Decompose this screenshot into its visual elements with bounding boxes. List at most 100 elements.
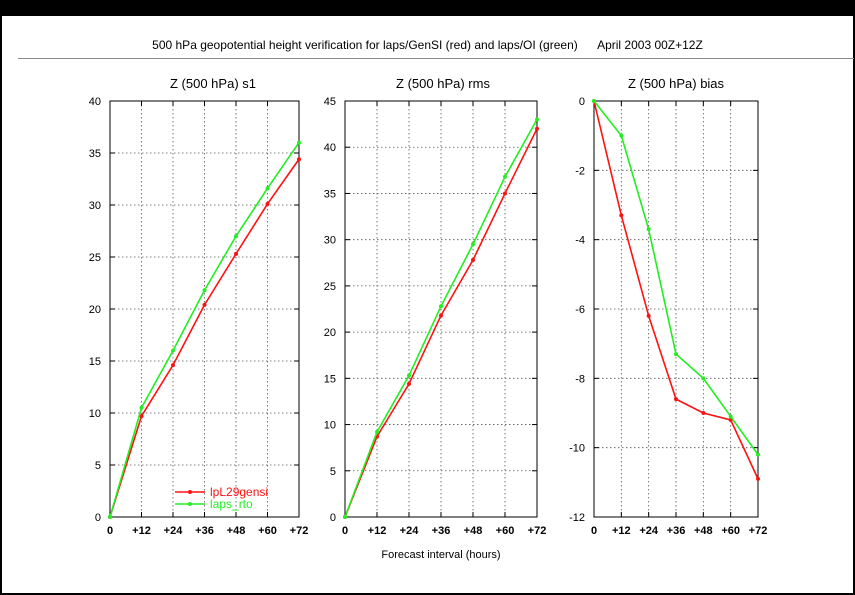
y-tick-label: -12 — [569, 512, 585, 524]
legend-marker — [188, 502, 192, 506]
legend-label: lpL29gensi — [210, 485, 268, 499]
data-point — [139, 405, 144, 410]
data-point — [646, 227, 651, 232]
x-tick-label: +72 — [290, 525, 309, 537]
x-tick-label: +36 — [195, 525, 214, 537]
y-tick-label: 0 — [579, 96, 585, 108]
x-tick-label: 0 — [107, 525, 113, 537]
data-point — [756, 476, 760, 481]
data-point — [234, 234, 238, 239]
data-point — [674, 397, 678, 402]
x-tick-label: 0 — [342, 525, 348, 537]
chart-title: Z (500 hPa) bias — [628, 76, 725, 91]
x-tick-label: +72 — [749, 525, 768, 537]
data-point — [439, 313, 443, 318]
data-point — [728, 414, 733, 419]
top-bar — [0, 0, 855, 16]
x-tick-label: +36 — [432, 525, 451, 537]
data-point — [592, 99, 596, 103]
data-point — [471, 258, 475, 263]
x-tick-label: +12 — [612, 525, 631, 537]
data-point — [701, 411, 706, 415]
data-point — [503, 174, 507, 179]
y-tick-label: 25 — [89, 252, 101, 264]
legend-marker — [188, 490, 192, 494]
data-point — [202, 288, 207, 293]
y-tick-label: 5 — [330, 466, 336, 478]
y-tick-label: 40 — [89, 96, 101, 108]
chart-panel-2: Z (500 hPa) bias -12 -10 -8 -6 -4 -2 0 0 +12 +24 +3… — [569, 76, 767, 537]
y-tick-label: -6 — [575, 304, 585, 316]
data-point — [407, 381, 411, 386]
x-tick-label: +48 — [694, 525, 713, 537]
chart-title: Z (500 hPa) rms — [396, 76, 490, 91]
x-tick-label: +36 — [667, 525, 686, 537]
y-tick-label: 15 — [324, 373, 336, 385]
x-tick-label: +60 — [496, 525, 515, 537]
chart-panel-1: Z (500 hPa) rms 0 5 10 15 20 25 30 35 40 45 0 +12 +24… — [324, 76, 547, 537]
y-tick-label: -2 — [575, 165, 585, 177]
chart-title: Z (500 hPa) s1 — [170, 76, 256, 91]
x-tick-label: +24 — [639, 525, 659, 537]
data-point — [535, 126, 539, 131]
data-point — [297, 157, 301, 162]
data-point — [646, 313, 651, 318]
x-tick-label: +48 — [464, 525, 483, 537]
x-axis-label: Forecast interval (hours) — [381, 549, 500, 561]
data-point — [139, 414, 144, 419]
data-point — [407, 373, 411, 378]
data-point — [265, 186, 270, 191]
x-tick-label: +72 — [528, 525, 547, 537]
data-point — [471, 242, 475, 247]
y-tick-label: 0 — [95, 512, 101, 524]
y-tick-label: 35 — [89, 148, 101, 160]
data-point — [439, 304, 443, 309]
x-tick-label: +12 — [132, 525, 151, 537]
y-tick-label: -4 — [575, 235, 585, 247]
y-tick-label: 0 — [330, 512, 336, 524]
data-point — [108, 515, 112, 519]
y-tick-label: 5 — [95, 460, 101, 472]
x-tick-label: +12 — [368, 525, 387, 537]
legend-label: laps_rto — [210, 497, 253, 511]
y-tick-label: 45 — [324, 96, 336, 108]
x-tick-label: +60 — [258, 525, 277, 537]
data-point — [503, 191, 507, 196]
y-tick-label: 20 — [89, 304, 101, 316]
x-tick-label: +24 — [400, 525, 420, 537]
x-tick-label: +48 — [227, 525, 246, 537]
chart-panel-0: Z (500 hPa) s1 0 5 10 15 20 25 30 35 40 0 +12 +24 +36… — [89, 76, 309, 537]
y-tick-label: 10 — [89, 408, 101, 420]
data-point — [265, 201, 270, 206]
data-point — [619, 213, 624, 218]
y-tick-label: 20 — [324, 327, 336, 339]
data-point — [171, 363, 175, 368]
data-point — [701, 376, 706, 381]
y-tick-label: 25 — [324, 281, 336, 293]
x-tick-label: 0 — [591, 525, 597, 537]
data-point — [535, 117, 539, 122]
data-point — [297, 140, 301, 145]
y-tick-label: 40 — [324, 142, 336, 154]
y-tick-label: -8 — [575, 373, 585, 385]
y-tick-label: -10 — [569, 443, 585, 455]
title-separator — [18, 58, 854, 59]
x-tick-label: +24 — [164, 525, 184, 537]
data-point — [756, 452, 760, 457]
data-point — [674, 352, 678, 357]
data-point — [619, 133, 624, 138]
x-tick-label: +60 — [721, 525, 740, 537]
data-point — [375, 429, 379, 434]
y-tick-label: 35 — [324, 188, 336, 200]
y-tick-label: 30 — [89, 200, 101, 212]
data-point — [343, 515, 347, 519]
data-point — [234, 251, 238, 256]
y-tick-label: 30 — [324, 235, 336, 247]
data-point — [171, 348, 175, 353]
data-point — [202, 302, 207, 307]
y-tick-label: 10 — [324, 420, 336, 432]
series-line-red — [344, 128, 538, 518]
y-tick-label: 15 — [89, 356, 101, 368]
figure-title: 500 hPa geopotential height verification… — [152, 38, 703, 52]
